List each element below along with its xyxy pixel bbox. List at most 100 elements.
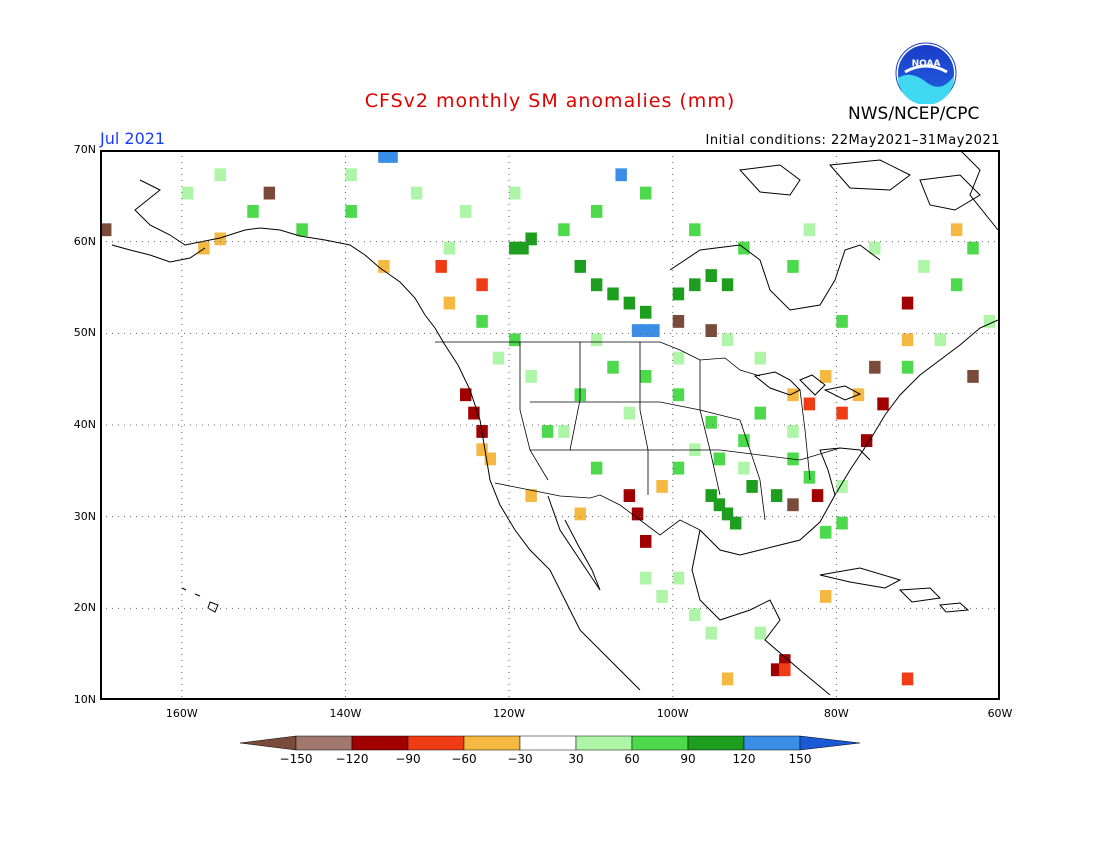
anomaly-cell	[656, 590, 668, 603]
colorbar-label: 120	[732, 752, 756, 766]
map-title: CFSv2 monthly SM anomalies (mm)	[364, 90, 736, 112]
anomaly-cell	[787, 425, 799, 438]
lat-tick-label: 20N	[73, 601, 96, 615]
anomaly-cell	[811, 489, 824, 502]
anomaly-cell	[541, 425, 554, 438]
anomaly-cell	[869, 241, 881, 255]
anomaly-cell	[345, 168, 357, 182]
soil-moisture-map	[100, 150, 1000, 700]
noaa-logo: NOAA	[895, 42, 957, 104]
anomaly-cell	[836, 406, 848, 420]
anomaly-cell	[648, 324, 660, 337]
anomaly-cell	[386, 150, 398, 163]
noaa-logo-text: NOAA	[912, 59, 941, 69]
lat-tick-label: 10N	[73, 693, 96, 706]
anomaly-cell	[787, 260, 799, 273]
anomaly-cell	[705, 324, 717, 337]
anomaly-cell	[378, 260, 390, 273]
anomaly-cell	[820, 525, 832, 539]
anomaly-cell	[640, 186, 652, 200]
anomaly-cell	[950, 278, 963, 292]
anomaly-cell	[672, 571, 685, 585]
anomaly-cell	[950, 223, 963, 237]
lat-lon-grid	[100, 150, 1000, 700]
anomaly-cell	[509, 186, 521, 200]
anomaly-cell	[198, 241, 210, 255]
anomaly-cell	[836, 315, 848, 328]
colorbar-label: 150	[788, 752, 812, 766]
anomaly-cell	[410, 186, 423, 200]
anomaly-cell	[640, 535, 652, 548]
anomaly-cell	[640, 305, 652, 319]
anomaly-cell	[672, 388, 685, 402]
anomaly-cell	[803, 397, 816, 411]
forecast-month: Jul 2021	[100, 129, 166, 148]
lat-tick-label: 30N	[73, 509, 96, 523]
colorbar-label: −90	[395, 752, 421, 766]
anomaly-cell	[705, 269, 717, 282]
anomaly-cell	[730, 516, 742, 530]
anomaly-cell	[476, 278, 488, 292]
anomaly-cell	[100, 223, 112, 237]
anomaly-cell	[918, 260, 930, 273]
anomaly-cell	[770, 663, 783, 677]
anomaly-cell	[460, 388, 472, 402]
anomaly-cell	[934, 333, 946, 347]
anomaly-cell	[476, 443, 488, 457]
anomaly-cell	[689, 608, 701, 622]
anomaly-cell	[705, 415, 717, 429]
anomaly-cell	[492, 351, 505, 365]
anomaly-cell	[672, 287, 685, 301]
anomaly-cell	[525, 232, 537, 246]
anomaly-cell	[558, 425, 570, 438]
anomaly-cell	[901, 672, 914, 686]
anomaly-cell	[901, 296, 914, 310]
anomaly-cell	[820, 370, 832, 383]
anomaly-cell	[656, 480, 668, 493]
anomaly-cell	[468, 406, 480, 420]
anomaly-cell	[590, 205, 603, 218]
anomaly-cell	[672, 315, 685, 328]
colorbar	[240, 735, 860, 751]
anomaly-cell	[640, 571, 652, 585]
anomaly-cell	[460, 205, 472, 218]
coastlines	[111, 150, 999, 696]
anomaly-cell	[181, 186, 194, 200]
anomaly-cell	[787, 388, 799, 402]
colorbar-min-arrow	[240, 735, 297, 751]
anomaly-cell	[836, 480, 848, 493]
anomaly-cell	[378, 150, 390, 163]
colorbar-box	[463, 735, 521, 751]
anomaly-cell	[590, 333, 603, 347]
anomaly-cell	[443, 296, 456, 310]
anomaly-cell	[983, 315, 996, 328]
colorbar-box	[687, 735, 745, 751]
anomaly-cell	[263, 186, 276, 200]
colorbar-label: −30	[507, 752, 533, 766]
colorbar-label: 30	[568, 752, 584, 766]
anomaly-cell	[738, 461, 750, 475]
anomaly-cell	[558, 223, 570, 237]
anomaly-cell	[721, 333, 734, 347]
anomaly-cell	[345, 205, 357, 218]
anomaly-cell	[590, 278, 603, 292]
anomaly-cell	[525, 489, 537, 502]
anomaly-cell	[713, 498, 726, 512]
colorbar-box	[519, 735, 577, 751]
anomaly-cell	[623, 296, 636, 310]
lat-tick-label: 60N	[73, 234, 96, 248]
anomaly-cell	[631, 507, 644, 521]
anomaly-cell	[623, 406, 636, 420]
anomaly-cell	[689, 278, 701, 292]
anomaly-cell	[713, 452, 726, 466]
anomaly-cell	[615, 168, 627, 182]
anomaly-cell	[672, 461, 685, 475]
anomaly-cell	[640, 370, 652, 383]
anomaly-cell	[509, 241, 521, 255]
colorbar-box	[295, 735, 353, 751]
anomaly-cell	[754, 406, 766, 420]
anomaly-cell	[247, 205, 259, 218]
anomaly-cell	[623, 489, 636, 502]
anomaly-cell	[484, 452, 496, 466]
anomaly-cell	[967, 370, 979, 383]
